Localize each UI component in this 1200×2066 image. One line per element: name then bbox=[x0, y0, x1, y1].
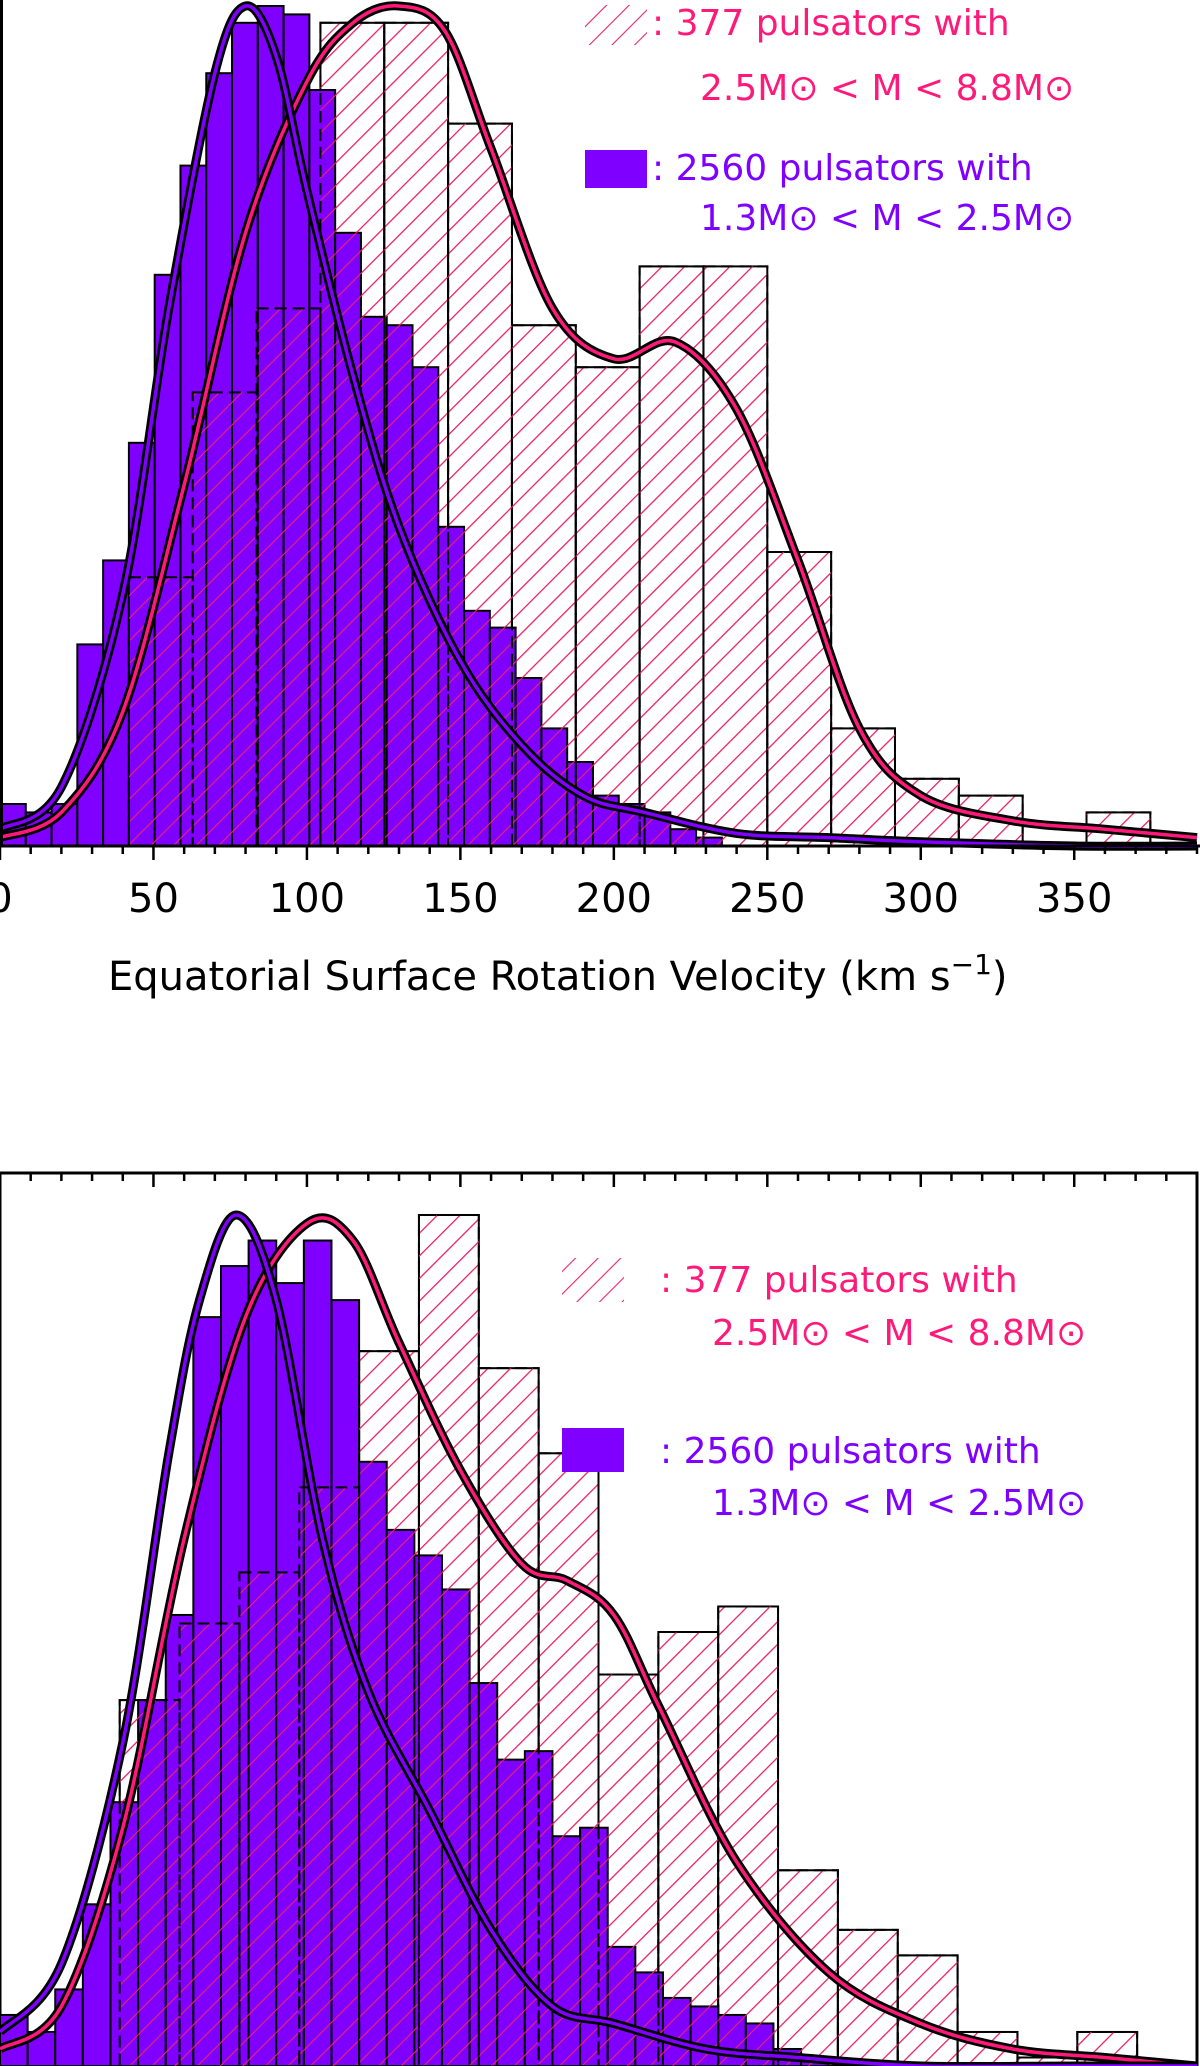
hatched-bar-overlay bbox=[191, 391, 258, 847]
bottom-panel: : 377 pulsators with 2.5M⊙ < M < 8.8M⊙ :… bbox=[0, 1171, 1199, 2066]
x-axis-title: Equatorial Surface Rotation Velocity (km… bbox=[108, 948, 1008, 1000]
tick-label: 50 bbox=[128, 876, 179, 922]
density-curves-bottom bbox=[0, 1210, 1198, 2066]
hatched-bar-overlay bbox=[127, 576, 194, 847]
legend-solid-line1: : 2560 pulsators with bbox=[660, 1431, 1041, 1472]
tick-label: 350 bbox=[1036, 876, 1112, 922]
pink-curve bbox=[0, 4, 1198, 840]
tick-label: 100 bbox=[269, 876, 345, 922]
legend-bottom: : 377 pulsators with 2.5M⊙ < M < 8.8M⊙ :… bbox=[562, 1258, 1086, 1524]
hatched-bar-overlay bbox=[766, 551, 833, 847]
hatched-bar-overlay bbox=[417, 1214, 480, 2066]
bottom-frame bbox=[0, 1171, 1199, 2066]
tick-label: 0 bbox=[0, 876, 13, 922]
legend-hatched-line1: : 377 pulsators with bbox=[652, 3, 1010, 44]
legend-hatched-swatch bbox=[562, 1258, 624, 1302]
legend-hatched-line2: 2.5M⊙ < M < 8.8M⊙ bbox=[712, 1313, 1086, 1354]
purple-curve bbox=[0, 1213, 1197, 2066]
legend-top: : 377 pulsators with 2.5M⊙ < M < 8.8M⊙ :… bbox=[585, 3, 1074, 239]
tick-label: 300 bbox=[883, 876, 959, 922]
hatched-bar-overlay bbox=[574, 366, 641, 847]
x-axis-bottom bbox=[0, 1173, 1199, 1187]
legend-solid-swatch bbox=[562, 1428, 624, 1472]
x-axis-top: 0 50 100 150 200 250 300 350 bbox=[0, 0, 1200, 922]
hatched-bar-overlay bbox=[510, 324, 577, 847]
density-curves-top bbox=[0, 1, 1198, 851]
tick-label: 200 bbox=[576, 876, 652, 922]
legend-solid-line1: : 2560 pulsators with bbox=[652, 148, 1033, 189]
purple-curve bbox=[0, 4, 1198, 849]
hatched-bar-overlay bbox=[447, 122, 513, 848]
hatched-bar-overlay bbox=[178, 1622, 241, 2066]
hatched-bar-overlay bbox=[830, 727, 896, 848]
hatched-bar-overlay bbox=[657, 1630, 720, 2066]
hatched-bar-overlay bbox=[255, 307, 322, 847]
legend-hatched-line2: 2.5M⊙ < M < 8.8M⊙ bbox=[700, 68, 1074, 109]
top-panel: 0 50 100 150 200 250 300 350 Equatorial Surface… bbox=[0, 0, 1200, 1000]
legend-hatched-swatch bbox=[585, 5, 647, 45]
tick-label: 150 bbox=[422, 876, 498, 922]
hatched-bar-overlay bbox=[597, 1673, 660, 2066]
hatched-bar-overlay bbox=[717, 1605, 780, 2066]
hatched-bar-overlay bbox=[358, 1350, 420, 2066]
hatched-bar-overlay bbox=[319, 21, 386, 848]
hatched-bar-overlay bbox=[896, 1954, 959, 2066]
hatched-bar-overlay bbox=[537, 1452, 600, 2066]
legend-solid-line2: 1.3M⊙ < M < 2.5M⊙ bbox=[712, 1483, 1086, 1524]
hatched-bar-overlay bbox=[702, 265, 769, 847]
hatched-bar-overlay bbox=[238, 1571, 301, 2066]
legend-solid-swatch bbox=[585, 150, 647, 188]
legend-solid-line2: 1.3M⊙ < M < 2.5M⊙ bbox=[700, 198, 1074, 239]
hatched-bar-overlay bbox=[118, 1699, 181, 2066]
tick-label: 250 bbox=[729, 876, 805, 922]
pink-curve bbox=[0, 1216, 1198, 2066]
legend-hatched-line1: : 377 pulsators with bbox=[660, 1260, 1018, 1301]
hatched-bar-overlay bbox=[383, 21, 450, 848]
